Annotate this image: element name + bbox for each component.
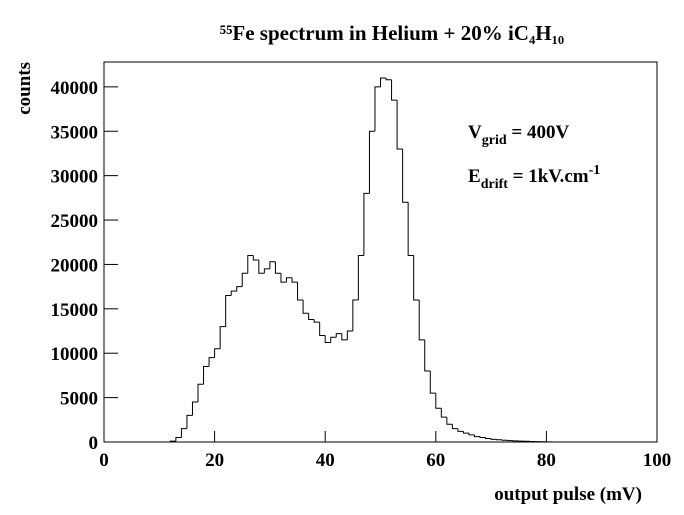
histogram-bin <box>413 255 420 301</box>
histogram-bin <box>424 339 431 372</box>
histogram-bin <box>418 299 425 341</box>
histogram-bin <box>485 437 492 439</box>
histogram-bin <box>175 437 182 442</box>
histogram-bin <box>241 272 248 287</box>
x-tick-label: 100 <box>643 450 672 471</box>
annotation-part: grid <box>482 133 507 148</box>
y-tick-label: 5000 <box>60 389 98 410</box>
histogram-bin <box>214 348 221 358</box>
y-tick-label: 20000 <box>51 255 99 276</box>
histogram-bin <box>225 295 232 327</box>
histogram-bin <box>451 424 458 430</box>
histogram-bin <box>357 255 364 300</box>
histogram-bin <box>396 100 403 150</box>
histogram-bin <box>319 322 326 336</box>
histogram-bin <box>247 255 254 274</box>
histogram-bin <box>368 130 375 194</box>
x-tick-label: 60 <box>426 450 445 471</box>
histogram-bin <box>391 79 398 101</box>
histogram-bin <box>252 255 259 261</box>
histogram-bin <box>385 77 392 81</box>
histogram-bin <box>302 299 309 314</box>
histogram-bin <box>429 370 436 394</box>
annotation-part: drift <box>481 177 509 192</box>
histogram-bin <box>374 86 381 132</box>
histogram-bin <box>269 261 276 269</box>
x-tick-label: 20 <box>205 450 224 471</box>
histogram-bin <box>474 434 481 438</box>
histogram-bin <box>352 299 359 332</box>
chart-title: ⁵⁵Fe spectrum in Helium + 20% iC₄H₁₀ <box>220 21 564 45</box>
histogram-bin <box>330 336 337 343</box>
histogram-bin <box>285 277 293 283</box>
histogram-bin <box>263 268 270 274</box>
annotation-part: = 1kV.cm <box>508 166 589 187</box>
histogram-bin <box>335 333 342 338</box>
x-tick-label: 40 <box>316 450 335 471</box>
y-tick-label: 25000 <box>51 211 99 232</box>
x-tick-label: 0 <box>99 450 109 471</box>
histogram-bin <box>313 319 320 323</box>
histogram-bin <box>186 414 193 429</box>
y-axis-label: counts <box>14 62 35 115</box>
annotation-part: = 400V <box>507 122 570 143</box>
annotation-part: -1 <box>589 163 601 178</box>
histogram-bin <box>291 277 298 283</box>
histogram-bin <box>236 286 243 292</box>
y-tick-label: 15000 <box>51 300 99 321</box>
x-tick-label: 80 <box>537 450 556 471</box>
histogram-bin <box>191 401 199 416</box>
histogram-bin <box>203 366 210 385</box>
histogram-bin <box>402 149 409 203</box>
histogram-bin <box>363 192 370 256</box>
annotation: Edrift = 1kV.cm-1 <box>468 163 600 192</box>
histogram-bin <box>169 440 176 442</box>
histogram-bin <box>490 438 497 440</box>
histogram-bin <box>258 259 265 274</box>
histogram-bin <box>407 202 414 257</box>
histogram-bin <box>380 77 387 87</box>
histogram-bin <box>197 383 204 403</box>
histogram-bin <box>435 393 442 409</box>
annotation-part: V <box>468 122 482 143</box>
histogram-bin <box>479 436 486 439</box>
annotation: Vgrid = 400V <box>468 122 569 148</box>
plot-frame <box>103 61 658 443</box>
histogram-bin <box>208 357 215 367</box>
histogram-bin <box>230 290 237 296</box>
histogram-bin <box>341 333 348 341</box>
annotation-part: E <box>468 166 481 187</box>
histogram-bin <box>324 335 331 344</box>
histogram-bin <box>180 428 187 438</box>
y-tick-label: 0 <box>89 433 99 454</box>
histogram-bin <box>346 330 353 340</box>
histogram-bin <box>440 408 447 418</box>
y-tick-label: 30000 <box>51 167 99 188</box>
histogram-bin <box>280 273 287 283</box>
histogram-bin <box>446 417 453 425</box>
histogram-bin <box>219 326 226 349</box>
y-tick-label: 35000 <box>51 122 99 143</box>
histogram-bin <box>457 428 464 432</box>
histogram-bin <box>308 313 315 320</box>
histogram-bin <box>274 261 281 274</box>
histogram-bin <box>297 282 304 301</box>
x-axis-label: output pulse (mV) <box>494 484 642 505</box>
histogram-bin <box>462 431 469 434</box>
y-tick-label: 10000 <box>51 344 99 365</box>
histogram-bin <box>468 433 475 436</box>
y-tick-label: 40000 <box>51 78 99 99</box>
